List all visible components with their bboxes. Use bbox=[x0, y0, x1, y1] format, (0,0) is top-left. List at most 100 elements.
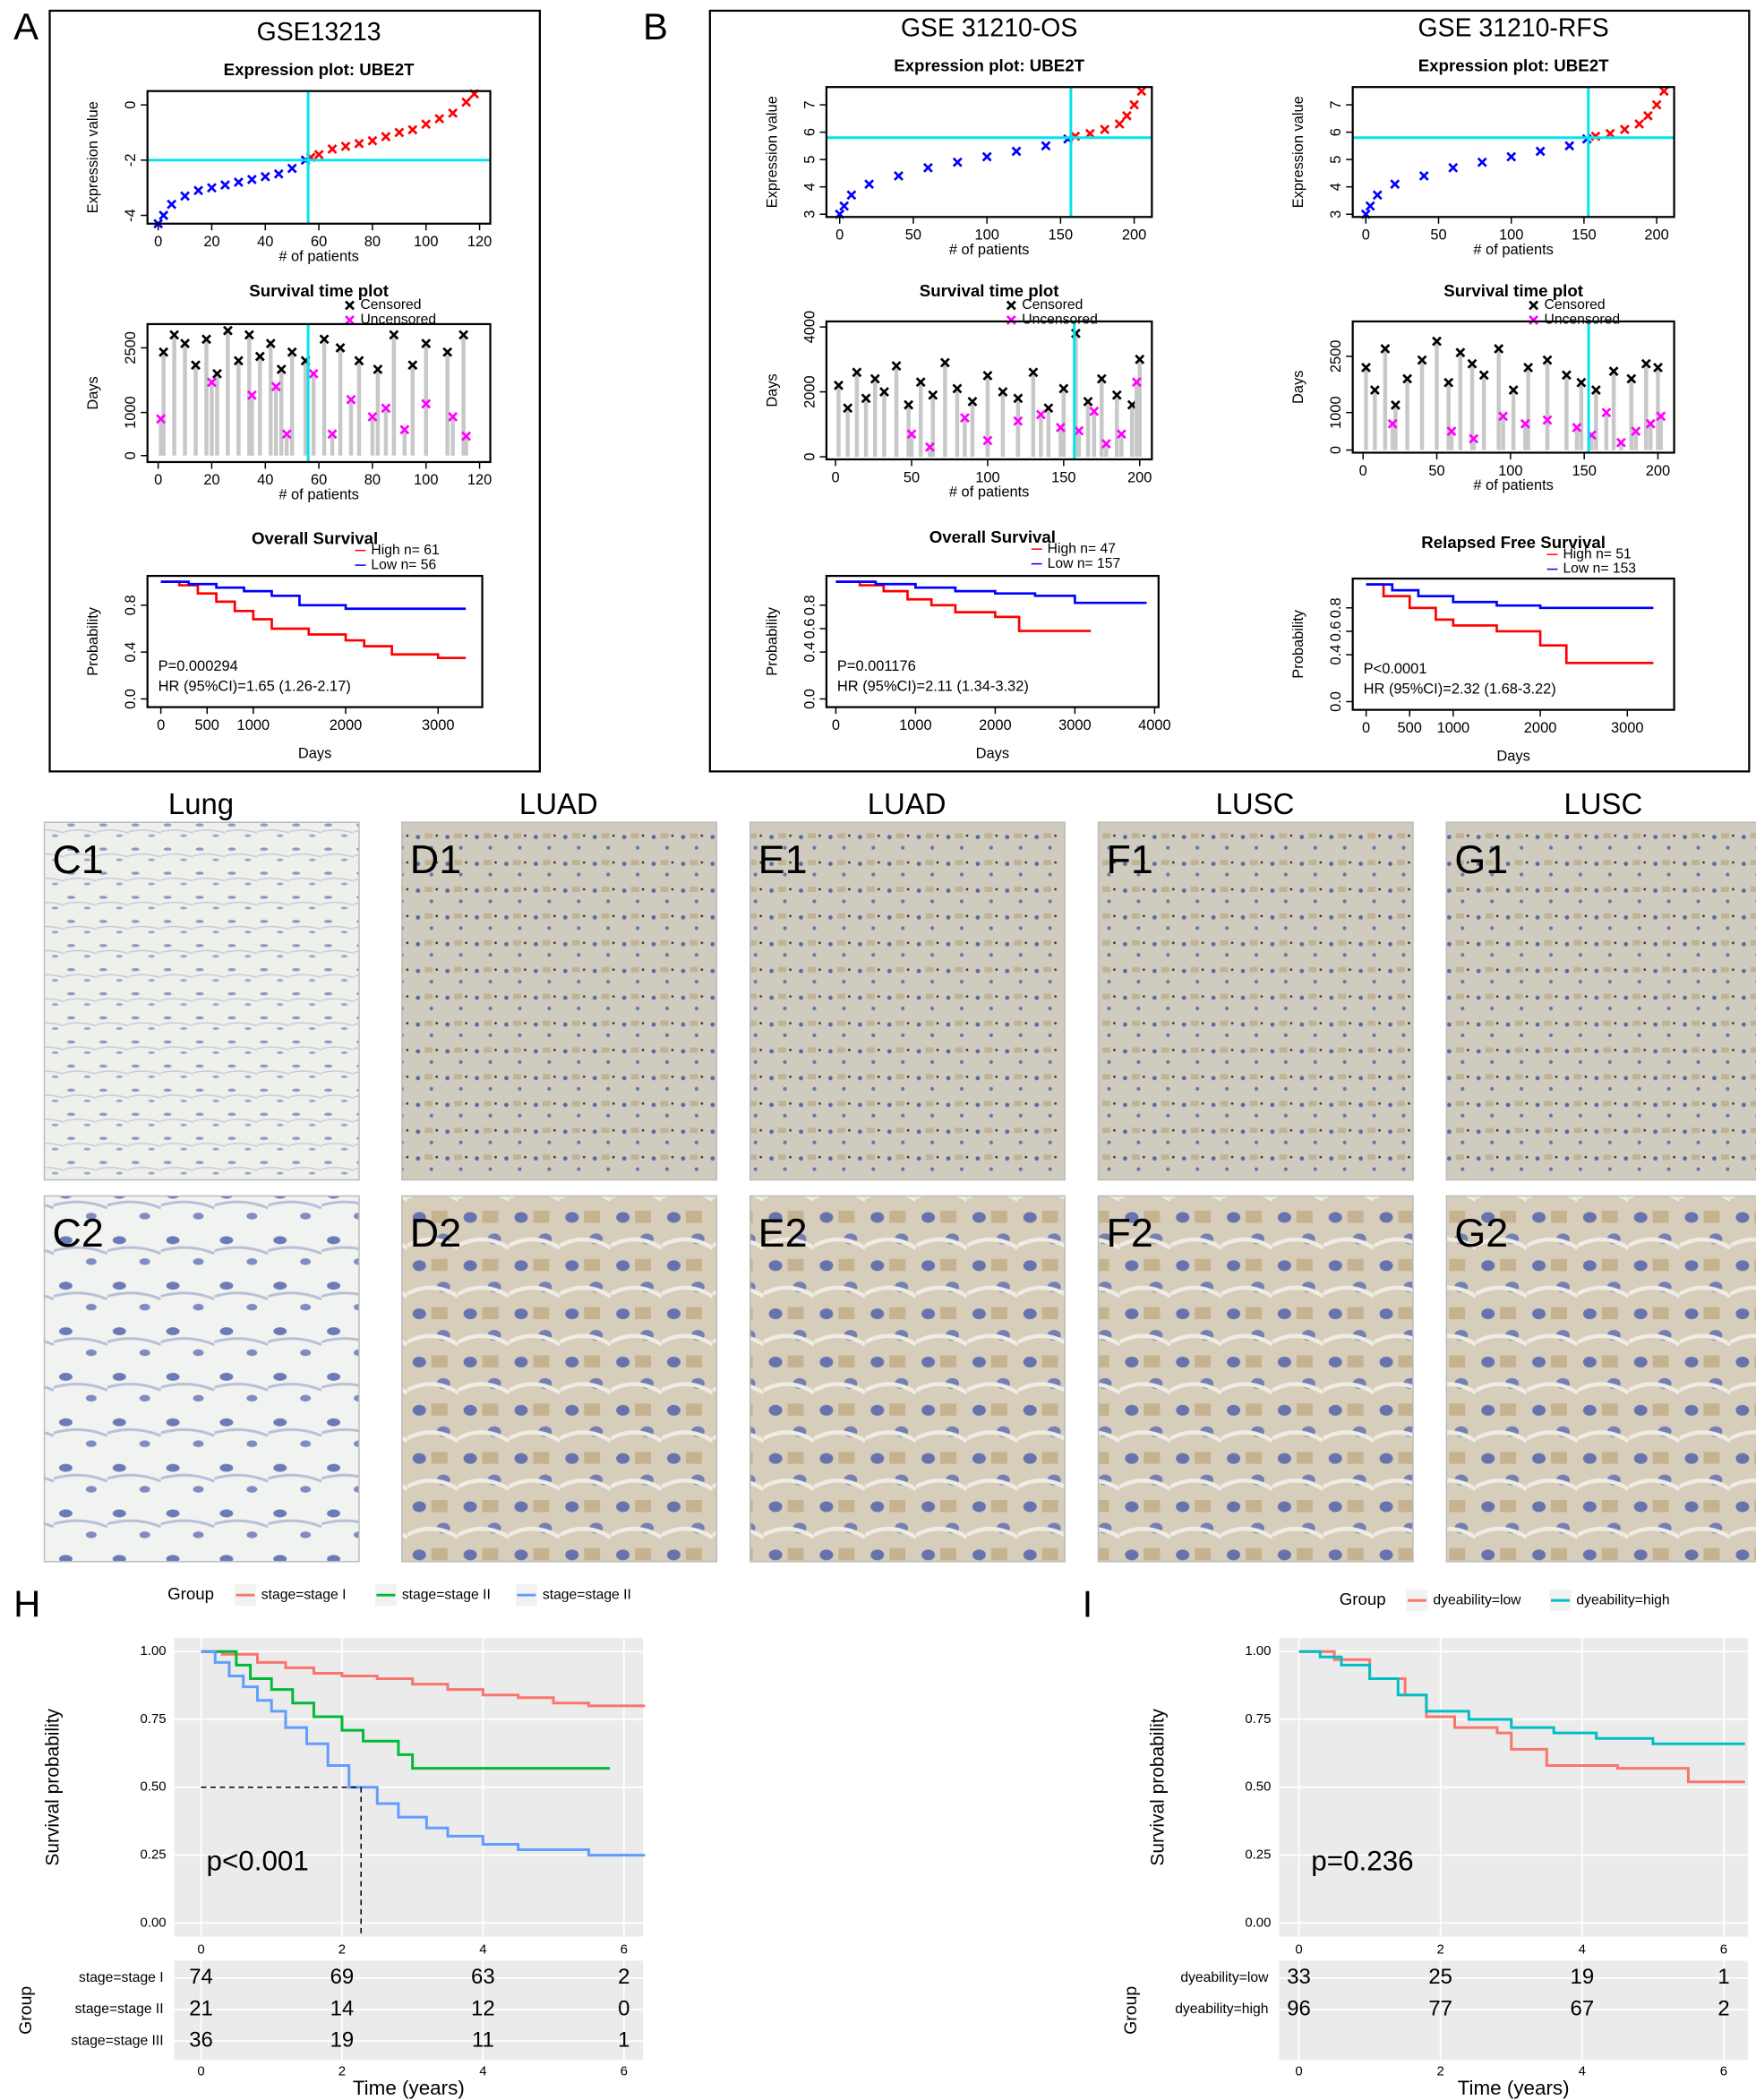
x-tick-label: 60 bbox=[311, 234, 327, 250]
point bbox=[207, 377, 217, 456]
x-tick-label: 0 bbox=[197, 1941, 204, 1957]
x-tick-label: 100 bbox=[1498, 463, 1522, 479]
point bbox=[1387, 418, 1398, 450]
column-title: LUAD bbox=[519, 787, 598, 820]
chart: Survival time plot 0 2000 4000 0 50 100 150 200 D… bbox=[764, 281, 1153, 501]
y-axis-label: Probability bbox=[1290, 609, 1306, 679]
point bbox=[158, 347, 169, 456]
point bbox=[461, 431, 472, 456]
x-marker bbox=[843, 403, 853, 414]
point bbox=[894, 171, 904, 181]
risk-count: 77 bbox=[1428, 1996, 1452, 2020]
x-marker bbox=[952, 383, 963, 394]
y-tick-label: 1.00 bbox=[1245, 1643, 1271, 1659]
x-marker bbox=[1387, 418, 1398, 429]
point bbox=[167, 199, 177, 210]
point bbox=[367, 411, 378, 456]
survival-curve bbox=[201, 1650, 646, 1857]
point bbox=[1590, 385, 1601, 450]
x-marker bbox=[1590, 385, 1601, 395]
y-tick-label: 0.50 bbox=[1245, 1779, 1271, 1795]
point bbox=[982, 435, 993, 458]
x-axis-label: # of patients bbox=[949, 484, 1030, 501]
point bbox=[346, 394, 356, 456]
point bbox=[1096, 373, 1107, 458]
risk-count: 0 bbox=[618, 1996, 630, 2020]
point bbox=[389, 330, 399, 456]
annotation: P=0.000294 bbox=[158, 658, 238, 674]
plot-frame bbox=[1351, 577, 1675, 711]
point bbox=[864, 179, 875, 190]
point bbox=[158, 210, 169, 220]
y-tick-label: 0.0 bbox=[801, 689, 818, 709]
point bbox=[381, 403, 391, 456]
x-marker bbox=[1520, 418, 1530, 429]
point bbox=[1520, 418, 1530, 450]
x-axis-label: Time (years) bbox=[1458, 2077, 1570, 2099]
panel-letter: B bbox=[643, 5, 668, 47]
y-tick-label: 0.75 bbox=[1245, 1711, 1271, 1727]
point bbox=[1561, 370, 1572, 450]
point bbox=[1135, 354, 1145, 458]
legend-marker bbox=[1529, 314, 1539, 325]
x-marker bbox=[167, 199, 177, 210]
point bbox=[354, 138, 364, 149]
x-marker bbox=[928, 390, 938, 400]
point bbox=[233, 356, 244, 456]
point bbox=[219, 180, 230, 191]
x-marker bbox=[421, 399, 432, 409]
point bbox=[246, 174, 257, 184]
x-marker bbox=[394, 127, 405, 138]
chart-heading: GSE 31210-OS bbox=[901, 13, 1077, 42]
legend-label: High n= 51 bbox=[1563, 546, 1631, 561]
panel-border bbox=[708, 9, 1751, 773]
x-tick-label: 4 bbox=[479, 2064, 486, 2079]
y-tick-label: 6 bbox=[1328, 128, 1344, 136]
point bbox=[1564, 141, 1575, 151]
x-marker bbox=[1369, 385, 1380, 395]
point bbox=[1590, 131, 1601, 141]
x-tick-label: 50 bbox=[904, 469, 920, 485]
x-marker bbox=[891, 361, 902, 372]
x-marker bbox=[346, 394, 356, 405]
x-marker bbox=[367, 411, 378, 422]
survival-curve bbox=[1366, 583, 1654, 664]
x-marker bbox=[1418, 171, 1429, 181]
point bbox=[448, 107, 458, 118]
y-tick-label: -4 bbox=[123, 209, 139, 222]
legend-label: Censored bbox=[360, 297, 421, 313]
column-title: LUAD bbox=[868, 787, 947, 820]
point bbox=[222, 325, 233, 456]
y-axis-label: Probability bbox=[764, 606, 780, 676]
x-tick-label: 200 bbox=[1644, 227, 1668, 244]
x-axis-label: # of patients bbox=[949, 242, 1030, 258]
point bbox=[201, 334, 211, 456]
point bbox=[327, 429, 338, 456]
x-tick-label: 20 bbox=[203, 472, 219, 488]
point bbox=[1494, 344, 1504, 450]
risk-count: 1 bbox=[1717, 1965, 1729, 1989]
x-marker bbox=[201, 334, 211, 345]
x-marker bbox=[354, 138, 364, 149]
x-marker bbox=[1651, 99, 1662, 110]
y-tick-label: 0.4 bbox=[801, 642, 818, 663]
legend-label: dyeability=low bbox=[1433, 1592, 1521, 1607]
x-marker bbox=[952, 157, 963, 167]
x-tick-label: 150 bbox=[1572, 227, 1596, 244]
x-tick-label: 2000 bbox=[1524, 720, 1557, 736]
point bbox=[1645, 418, 1656, 450]
image-label: C1 bbox=[53, 836, 104, 882]
table-title: Group bbox=[1121, 1986, 1141, 2035]
x-tick-label: 100 bbox=[1499, 227, 1523, 244]
legend-label: High n= 47 bbox=[1048, 541, 1116, 556]
point bbox=[1581, 133, 1592, 144]
x-marker bbox=[399, 424, 410, 435]
x-marker bbox=[313, 150, 324, 160]
x-tick-label: 100 bbox=[974, 227, 998, 244]
x-marker bbox=[915, 377, 926, 388]
y-axis-label: Days bbox=[85, 376, 101, 409]
row-label: dyeability=high bbox=[1175, 2001, 1268, 2017]
point bbox=[1089, 406, 1100, 458]
x-marker bbox=[1656, 411, 1666, 422]
legend-title: Group bbox=[1340, 1590, 1386, 1608]
